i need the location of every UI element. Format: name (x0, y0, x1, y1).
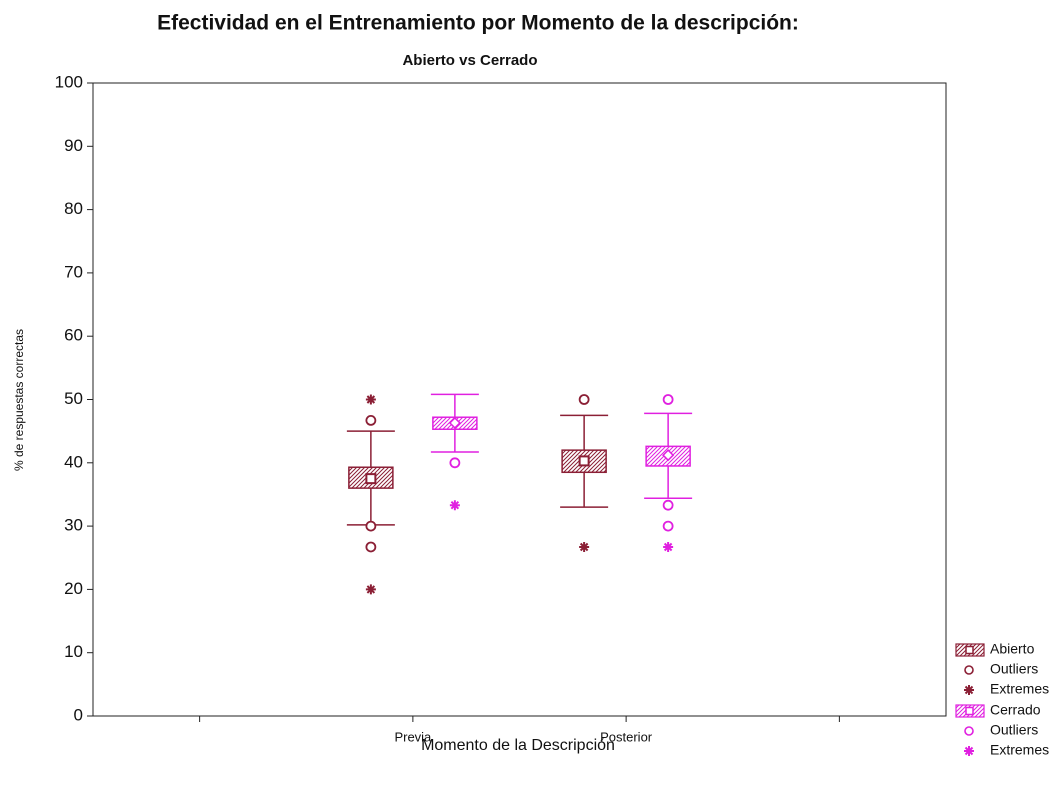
y-tick-label: 40 (64, 452, 83, 471)
y-tick-label: 80 (64, 199, 83, 218)
extreme (579, 541, 590, 552)
legend-marker (964, 726, 974, 736)
legend-marker (965, 706, 974, 716)
y-tick-label: 60 (64, 326, 83, 345)
legend-marker (964, 665, 974, 675)
chart-title: Efectividad en el Entrenamiento por Mome… (157, 12, 799, 35)
y-tick-label: 100 (55, 72, 83, 91)
y-tick-label: 0 (74, 705, 83, 724)
outlier (662, 499, 674, 511)
plot-frame (92, 82, 947, 717)
legend-marker (964, 746, 974, 756)
extreme (663, 541, 674, 552)
legend-marker (964, 685, 974, 695)
y-tick-label: 70 (64, 262, 83, 281)
legend-label: Outliers (990, 722, 1038, 738)
extreme (365, 584, 376, 595)
outlier (662, 520, 674, 532)
y-tick-label: 20 (64, 579, 83, 598)
outlier (449, 457, 461, 469)
x-tick-label: Posterior (600, 729, 653, 744)
legend-marker (965, 645, 974, 655)
median-marker (448, 416, 461, 429)
median-marker (365, 473, 377, 485)
x-tick-label: Previa (394, 729, 432, 744)
y-axis-label: % de respuestas correctas (12, 329, 26, 471)
legend-label: Extremes (990, 681, 1049, 697)
legend-label: Abierto (990, 641, 1035, 657)
outlier (365, 541, 377, 553)
legend-label: Cerrado (990, 702, 1041, 718)
extreme (449, 500, 460, 511)
chart-subtitle: Abierto vs Cerrado (402, 52, 537, 69)
x-axis-label: Momento de la Descripción (421, 737, 615, 754)
legend-label: Extremes (990, 742, 1049, 758)
legend-label: Outliers (990, 661, 1038, 677)
y-tick-label: 50 (64, 389, 83, 408)
outlier (662, 394, 674, 405)
outlier (578, 394, 590, 405)
y-tick-label: 30 (64, 516, 83, 535)
median-marker (662, 449, 675, 462)
y-tick-label: 90 (64, 136, 83, 155)
y-tick-label: 10 (64, 642, 83, 661)
outlier (365, 520, 377, 532)
legend: Abierto Outliers Extremes Cerrado Outliers Ex… (955, 641, 1049, 758)
median-marker (578, 455, 590, 467)
extreme (365, 394, 376, 405)
outlier (365, 414, 377, 426)
